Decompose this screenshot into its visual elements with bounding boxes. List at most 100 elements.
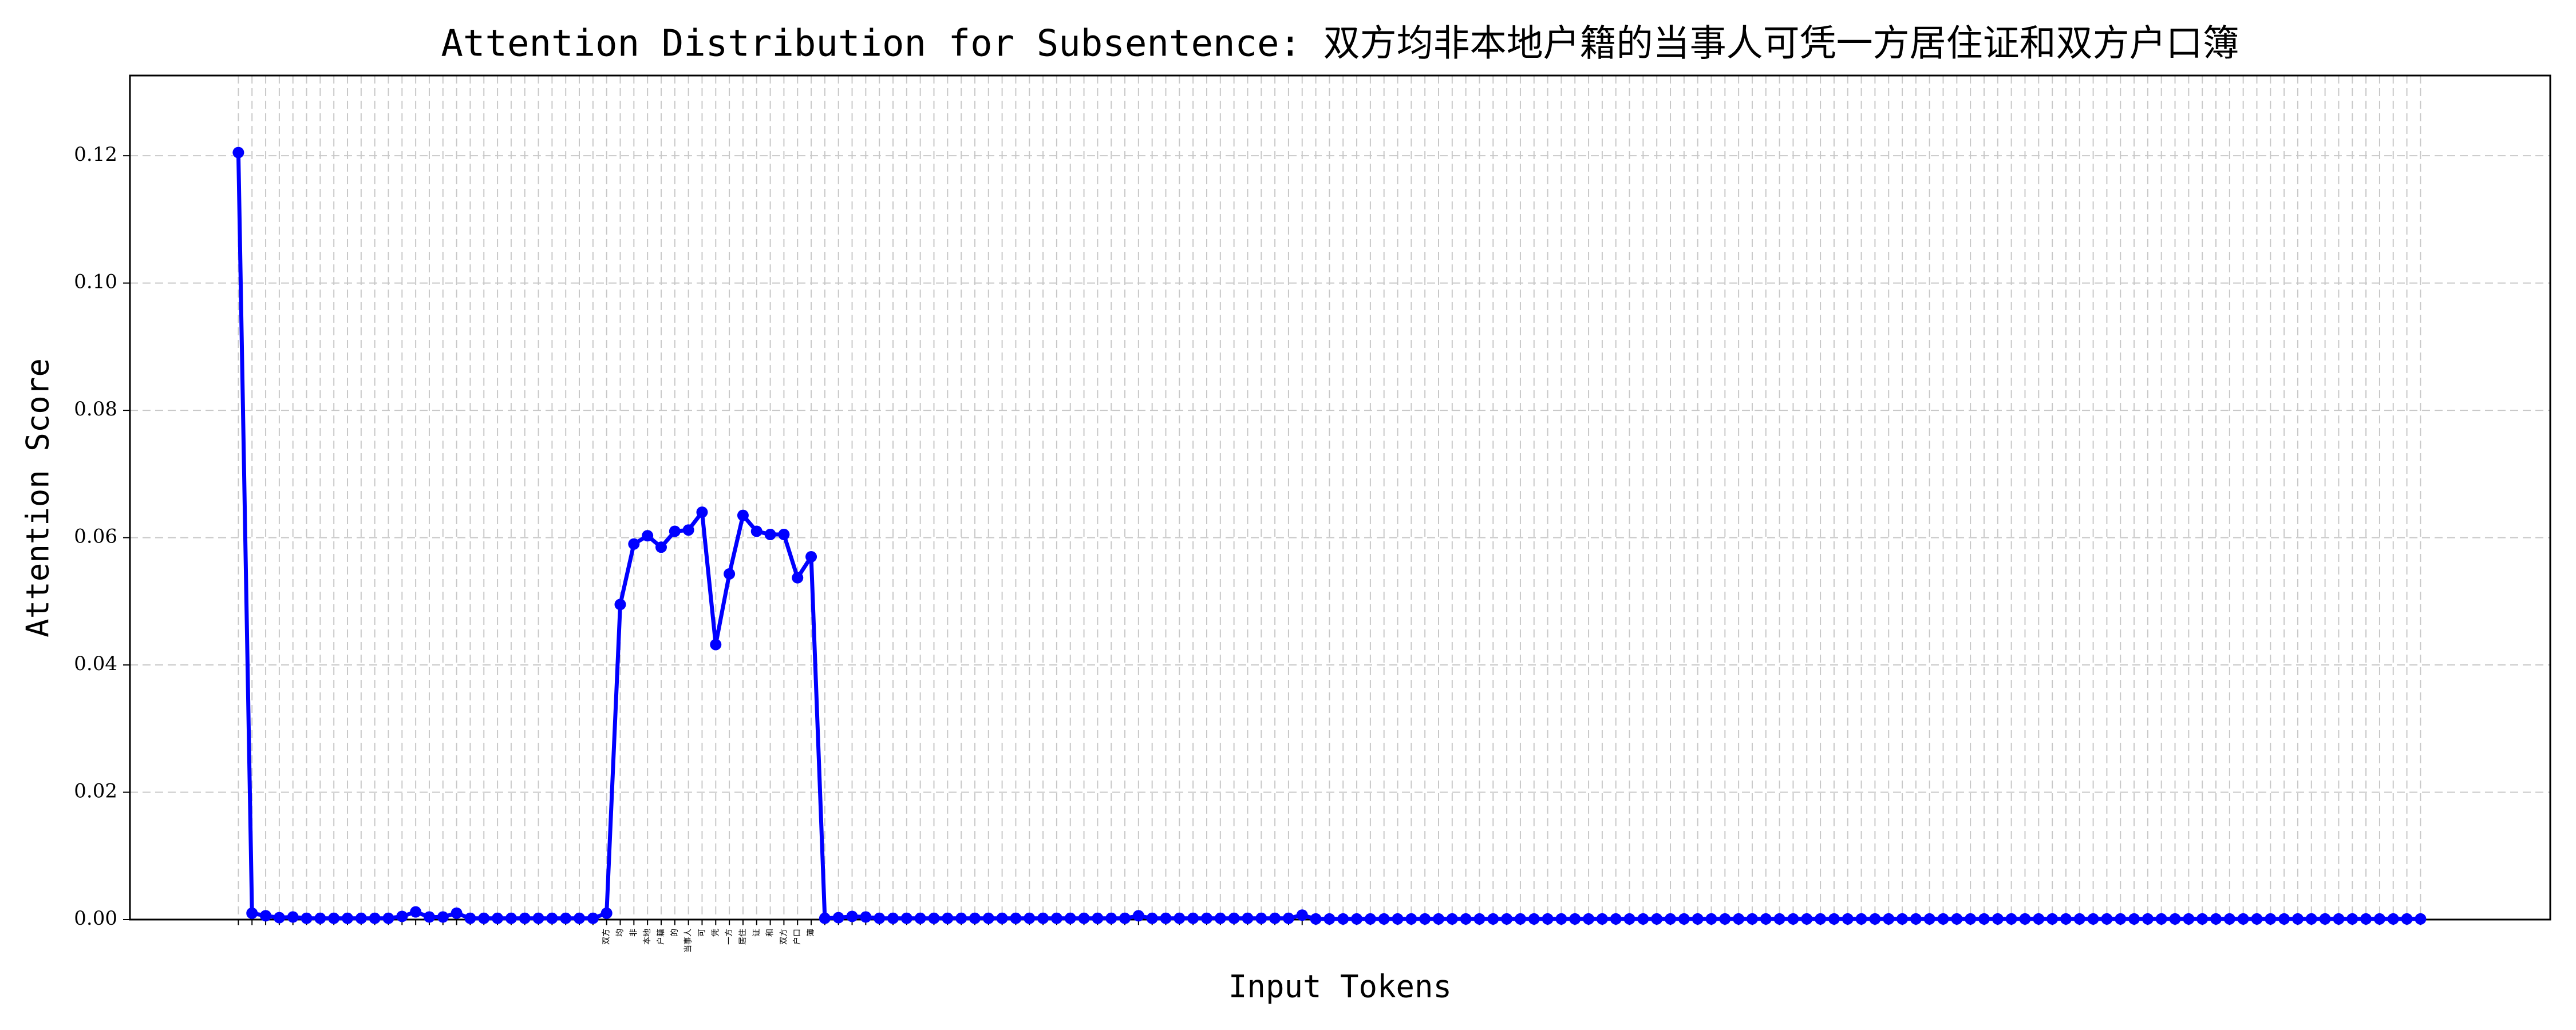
x-tick-label: 均 xyxy=(616,929,625,937)
marker xyxy=(464,912,476,924)
marker xyxy=(2046,913,2059,925)
marker xyxy=(492,912,504,924)
marker xyxy=(1119,912,1131,924)
y-tick-label: 0.08 xyxy=(74,398,117,421)
marker xyxy=(1542,913,1554,925)
marker xyxy=(2169,913,2181,925)
marker xyxy=(1269,912,1281,924)
marker xyxy=(669,525,681,537)
marker xyxy=(1514,913,1526,925)
marker xyxy=(1897,913,1909,925)
marker xyxy=(1937,913,1949,925)
marker xyxy=(1392,913,1404,925)
marker xyxy=(1446,913,1458,925)
plot-frame xyxy=(129,74,2551,921)
marker xyxy=(2073,913,2085,925)
marker xyxy=(628,538,640,550)
marker xyxy=(1869,913,1881,925)
y-tick-label: 0.04 xyxy=(74,652,117,675)
marker xyxy=(1146,912,1158,924)
y-tick-label: 0.02 xyxy=(74,780,117,803)
marker xyxy=(1705,913,1717,925)
marker xyxy=(314,912,326,924)
marker xyxy=(1132,910,1144,922)
x-tick-label: 的 xyxy=(670,929,679,937)
marker xyxy=(1473,913,1485,925)
marker xyxy=(2087,913,2099,925)
marker xyxy=(1501,913,1513,925)
marker xyxy=(2251,913,2263,925)
marker xyxy=(1637,913,1649,925)
y-tick-label: 0.12 xyxy=(74,143,117,166)
marker xyxy=(369,912,381,924)
marker xyxy=(1965,913,1977,925)
marker xyxy=(478,912,490,924)
marker xyxy=(737,509,749,521)
marker xyxy=(1910,913,1922,925)
marker xyxy=(955,912,967,924)
marker xyxy=(724,568,736,580)
marker xyxy=(1050,912,1062,924)
marker xyxy=(655,541,667,553)
marker xyxy=(2291,913,2304,925)
marker xyxy=(1883,913,1895,925)
marker xyxy=(2401,913,2413,925)
marker xyxy=(328,912,340,924)
marker xyxy=(519,912,531,924)
x-tick-label: 本地 xyxy=(643,929,652,945)
marker xyxy=(710,639,722,651)
marker xyxy=(1555,913,1567,925)
marker xyxy=(1460,913,1472,925)
marker xyxy=(396,910,408,922)
marker xyxy=(1296,909,1308,921)
marker xyxy=(1678,913,1690,925)
x-tick-label: 一方 xyxy=(725,929,734,945)
marker xyxy=(1405,913,1417,925)
marker xyxy=(1010,912,1022,924)
marker xyxy=(860,911,872,923)
marker xyxy=(1092,912,1104,924)
marker xyxy=(2033,913,2045,925)
marker xyxy=(1174,912,1186,924)
x-tick-label: 非 xyxy=(629,929,638,937)
marker xyxy=(764,529,776,541)
marker xyxy=(1760,913,1772,925)
marker xyxy=(900,912,912,924)
x-tick-label: 当事人 xyxy=(684,929,693,953)
marker xyxy=(2415,913,2427,925)
marker xyxy=(1923,913,1935,925)
y-tick-label: 0.10 xyxy=(74,271,117,294)
marker xyxy=(614,599,626,611)
marker xyxy=(1815,913,1827,925)
marker xyxy=(1651,913,1663,925)
marker xyxy=(1746,913,1758,925)
marker xyxy=(1323,913,1336,925)
marker xyxy=(996,912,1008,924)
marker xyxy=(1773,913,1785,925)
marker xyxy=(1242,912,1254,924)
x-tick-label: 居住 xyxy=(738,929,748,945)
marker xyxy=(2373,913,2385,925)
marker xyxy=(914,912,926,924)
marker xyxy=(2305,913,2317,925)
marker xyxy=(2210,913,2222,925)
marker xyxy=(260,910,272,922)
marker xyxy=(874,912,886,924)
marker xyxy=(273,912,285,924)
marker xyxy=(1064,912,1076,924)
marker xyxy=(1078,912,1090,924)
marker xyxy=(342,912,354,924)
marker xyxy=(750,525,762,537)
marker xyxy=(2155,913,2167,925)
marker xyxy=(819,912,831,924)
marker xyxy=(2101,913,2113,925)
y-tick-label: 0.00 xyxy=(74,907,117,930)
marker xyxy=(1282,912,1294,924)
marker xyxy=(437,911,449,923)
marker xyxy=(805,550,817,562)
x-tick-label: 和 xyxy=(766,929,775,937)
y-axis-label: Attention Score xyxy=(20,358,56,637)
x-tick-label: 双方 xyxy=(602,929,611,945)
marker xyxy=(1733,913,1745,925)
